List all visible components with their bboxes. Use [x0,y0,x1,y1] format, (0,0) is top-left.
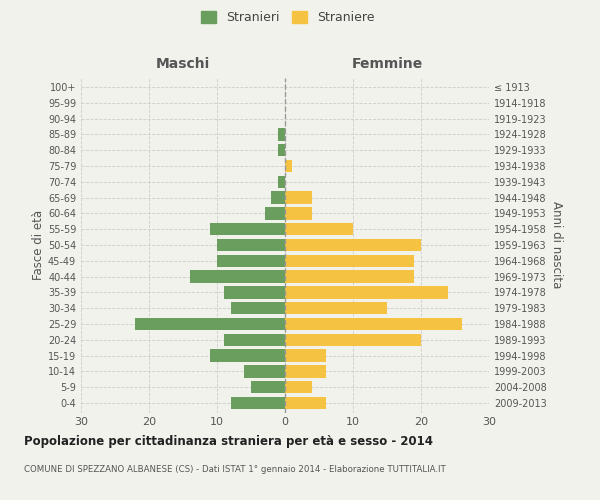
Legend: Stranieri, Straniere: Stranieri, Straniere [196,6,380,29]
Bar [278,176,285,188]
Bar [285,397,326,409]
Bar [285,223,353,235]
Text: COMUNE DI SPEZZANO ALBANESE (CS) - Dati ISTAT 1° gennaio 2014 - Elaborazione TUT: COMUNE DI SPEZZANO ALBANESE (CS) - Dati … [24,465,446,474]
Bar [285,192,312,204]
Bar [217,254,285,267]
Bar [285,381,312,394]
Bar [278,128,285,140]
Bar [285,286,448,298]
Bar [285,318,462,330]
Bar [230,302,285,314]
Bar [285,254,414,267]
Bar [136,318,285,330]
Bar [210,223,285,235]
Text: Maschi: Maschi [156,57,210,71]
Bar [278,144,285,156]
Bar [285,239,421,251]
Y-axis label: Anni di nascita: Anni di nascita [550,202,563,288]
Text: Popolazione per cittadinanza straniera per età e sesso - 2014: Popolazione per cittadinanza straniera p… [24,435,433,448]
Bar [251,381,285,394]
Bar [285,334,421,346]
Bar [244,366,285,378]
Bar [224,286,285,298]
Bar [210,350,285,362]
Bar [224,334,285,346]
Bar [285,270,414,283]
Bar [271,192,285,204]
Bar [285,350,326,362]
Bar [285,160,292,172]
Bar [230,397,285,409]
Bar [217,239,285,251]
Bar [285,207,312,220]
Text: Femmine: Femmine [352,57,422,71]
Bar [190,270,285,283]
Bar [265,207,285,220]
Bar [285,302,387,314]
Bar [285,366,326,378]
Y-axis label: Fasce di età: Fasce di età [32,210,45,280]
